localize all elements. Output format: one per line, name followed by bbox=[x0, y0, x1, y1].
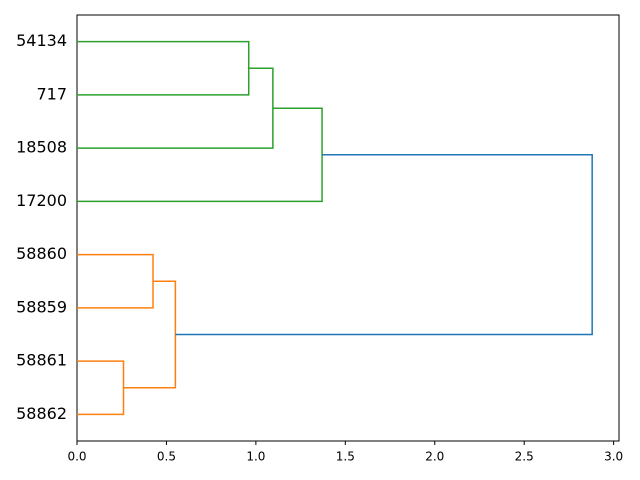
leaf-label: 17200 bbox=[16, 191, 67, 210]
x-tick-label: 0.0 bbox=[67, 450, 86, 464]
leaf-label: 717 bbox=[36, 84, 67, 103]
x-tick-label: 2.0 bbox=[425, 450, 444, 464]
x-tick-label: 3.0 bbox=[604, 450, 623, 464]
leaf-label: 54134 bbox=[16, 31, 67, 50]
x-tick-label: 1.5 bbox=[336, 450, 355, 464]
dendrogram-link bbox=[175, 154, 593, 336]
dendrogram-link bbox=[77, 107, 323, 203]
x-tick-label: 0.5 bbox=[157, 450, 176, 464]
dendrogram-link bbox=[77, 360, 125, 416]
x-tick-label: 2.5 bbox=[515, 450, 534, 464]
leaf-label: 58859 bbox=[16, 297, 67, 316]
leaf-label: 58862 bbox=[16, 404, 67, 423]
x-tick-label: 1.0 bbox=[246, 450, 265, 464]
leaf-label: 18508 bbox=[16, 138, 67, 157]
dendrogram-link bbox=[123, 280, 177, 389]
plot-frame bbox=[76, 14, 620, 442]
dendrogram-link bbox=[77, 67, 274, 149]
dendrogram-link bbox=[77, 253, 154, 309]
leaf-label: 58860 bbox=[16, 244, 67, 263]
dendrogram-link bbox=[77, 40, 250, 96]
leaf-label: 58861 bbox=[16, 351, 67, 370]
